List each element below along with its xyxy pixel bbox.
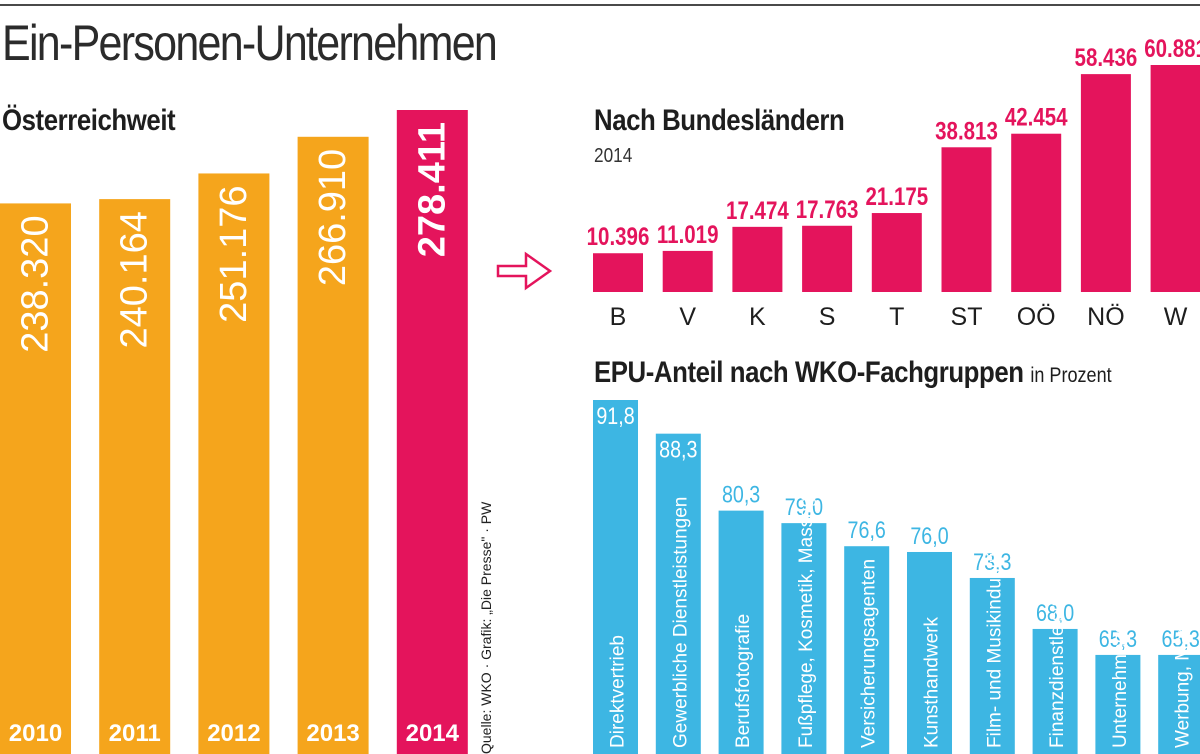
sector-value-label: 88,3 xyxy=(659,436,697,463)
sector-bar xyxy=(655,433,701,754)
sector-bar xyxy=(1158,654,1200,754)
sector-value-label: 65,3 xyxy=(1099,625,1137,652)
state-category-label: NÖ xyxy=(1087,303,1125,331)
national-bar-2010 xyxy=(0,203,71,754)
sector-bar xyxy=(844,546,890,754)
sector-category-label: Berufsfotografie xyxy=(733,614,754,748)
national-value-label: 240.164 xyxy=(114,211,156,348)
state-value-label: 10.396 xyxy=(587,222,650,250)
sector-bar xyxy=(593,400,638,754)
state-category-label: B xyxy=(610,303,627,331)
sector-category-label: Direktvertrieb xyxy=(608,635,629,748)
sectors-chart: 91,8 Direktvertrieb 88,3 Gewerbliche Dienst… xyxy=(593,400,1200,754)
state-category-label: ST xyxy=(951,303,983,331)
top-rule xyxy=(0,4,1200,6)
state-value-label: 21.175 xyxy=(865,182,928,210)
state-category-label: V xyxy=(679,303,696,331)
sector-bar xyxy=(1032,628,1078,754)
sector-category-label: Finanzdienstleistung xyxy=(1047,575,1068,748)
state-value-label: 60.881 xyxy=(1144,34,1200,62)
sector-category-label: Versicherungsagenten xyxy=(859,559,880,748)
arrow-right-outline-icon xyxy=(496,251,553,291)
state-value-label: 17.763 xyxy=(796,195,859,223)
state-bar-W xyxy=(1150,65,1200,292)
sector-category-label: Werbung, Marktkomm. xyxy=(1173,556,1194,748)
state-value-label: 11.019 xyxy=(657,220,719,248)
state-value-label: 38.813 xyxy=(935,116,998,144)
national-chart: 238.320 2010 240.164 2011 251.176 2012 266.910… xyxy=(0,110,468,754)
sector-value-label: 68,0 xyxy=(1036,599,1074,626)
sector-bar xyxy=(969,577,1015,754)
national-bar-2013 xyxy=(297,136,369,754)
sector-category-label: Kunsthandwerk xyxy=(922,617,943,748)
national-bar-2014 xyxy=(396,110,468,754)
state-bar-T xyxy=(871,213,922,292)
national-bar-2011 xyxy=(99,199,171,754)
sector-value-label: 79,0 xyxy=(785,493,823,520)
sector-category-label: Film- und Musikindustrie xyxy=(984,542,1005,748)
state-value-label: 42.454 xyxy=(1005,103,1068,131)
state-bar-K xyxy=(732,226,783,292)
state-category-label: T xyxy=(889,303,904,331)
states-chart: 10.396 B 11.019 V 17.474 K 17.763 S 21.175 T 38.81… xyxy=(587,34,1200,331)
state-bar-NÖ xyxy=(1080,74,1131,292)
state-category-label: S xyxy=(819,303,836,331)
sector-bar xyxy=(907,551,952,754)
sector-value-label: 80,3 xyxy=(722,481,760,508)
sector-value-label: 76,0 xyxy=(910,522,948,549)
sector-category-label: Gewerbliche Dienstleistungen xyxy=(670,497,691,748)
state-bar-B xyxy=(593,253,643,292)
national-value-label: 251.176 xyxy=(213,185,255,322)
state-bar-V xyxy=(662,250,713,292)
states-chart-subtitle: 2014 xyxy=(594,145,633,167)
main-title: Ein-Personen-Unternehmen xyxy=(2,15,498,71)
sector-category-label: Unternehmensberatung xyxy=(1110,548,1131,748)
national-bar-2012 xyxy=(198,173,270,754)
national-year-label: 2013 xyxy=(306,720,359,747)
sectors-chart-title-text: EPU-Anteil nach WKO-Fachgruppen xyxy=(594,356,1024,389)
state-value-label: 17.474 xyxy=(726,196,789,224)
sectors-chart-title: EPU-Anteil nach WKO-Fachgruppen in Proze… xyxy=(594,356,1112,390)
national-value-label: 266.910 xyxy=(312,149,354,286)
sector-value-label: 65,3 xyxy=(1162,625,1200,652)
sector-value-label: 91,8 xyxy=(596,402,634,429)
national-year-label: 2010 xyxy=(9,720,62,747)
sector-bar xyxy=(718,510,764,754)
sectors-chart-unit: in Prozent xyxy=(1030,364,1112,387)
state-value-label: 58.436 xyxy=(1075,43,1138,71)
national-year-label: 2014 xyxy=(406,720,460,747)
state-bar-OÖ xyxy=(1011,133,1062,292)
sector-bar xyxy=(781,523,827,754)
national-value-label: 238.320 xyxy=(15,215,57,352)
sector-category-label: Fußpflege, Kosmetik, Massage xyxy=(796,486,817,748)
sector-value-label: 76,6 xyxy=(848,516,886,543)
state-category-label: K xyxy=(749,303,766,331)
state-bar-S xyxy=(802,225,853,292)
national-value-label: 278.411 xyxy=(411,122,453,257)
state-category-label: OÖ xyxy=(1017,303,1056,331)
sector-bar xyxy=(1095,654,1141,754)
national-year-label: 2012 xyxy=(207,720,260,747)
national-year-label: 2011 xyxy=(109,720,161,747)
states-chart-title: Nach Bundesländern xyxy=(594,104,845,137)
national-chart-title: Österreichweit xyxy=(2,104,176,137)
sector-value-label: 73,3 xyxy=(973,548,1011,575)
state-bar-ST xyxy=(941,147,992,292)
state-category-label: W xyxy=(1164,303,1188,331)
